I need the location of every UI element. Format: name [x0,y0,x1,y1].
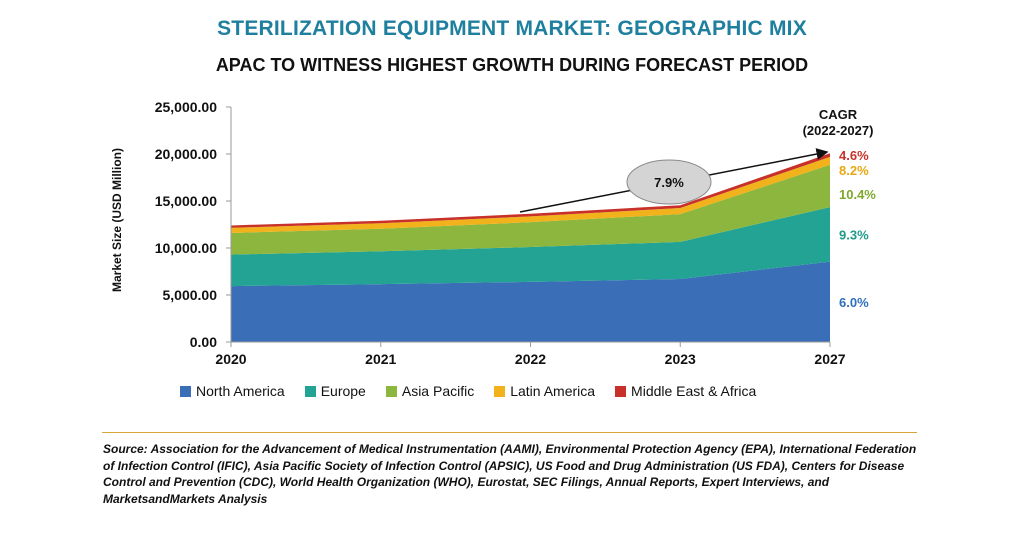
legend-label: Europe [320,383,366,399]
y-tick-label: 20,000.00 [155,146,217,162]
chart-legend: North America Europe Asia Pacific Latin Ame… [180,383,776,399]
y-axis-ticks: 0.00 5,000.00 10,000.00 15,000.00 20,000.00 2… [155,99,231,350]
plot-area [231,153,830,342]
cagr-bubble [626,159,712,205]
stacked-area-chart: 0.00 5,000.00 10,000.00 15,000.00 20,000.00 2… [110,99,876,367]
x-tick-label: 2027 [814,351,845,367]
y-tick-label: 10,000.00 [155,240,217,256]
legend-swatch [615,385,627,397]
legend-item: Latin America [494,383,595,399]
x-tick-label: 2022 [515,351,546,367]
legend-swatch [494,385,506,397]
legend-label: Asia Pacific [401,383,475,399]
y-axis-label: Market Size (USD Million) [110,148,124,292]
total-cagr-callout: 7.9% [519,148,829,213]
cagr-label-asia-pacific: 10.4% [839,187,876,202]
y-tick-label: 5,000.00 [163,287,218,303]
area-latin-america [231,156,830,233]
area-asia-pacific [231,164,830,255]
legend-item: Asia Pacific [385,383,475,399]
cagr-period: (2022-2027) [803,123,874,138]
cagr-label-europe: 9.3% [839,227,869,242]
divider-line [102,432,917,433]
legend-label: North America [196,383,285,399]
legend-label: Middle East & Africa [631,383,757,399]
legend-item: Europe [304,383,366,399]
legend-swatch [385,385,397,397]
legend-item: North America [180,383,285,399]
total-cagr-label: 7.9% [654,175,684,190]
legend-item: Middle East & Africa [615,383,756,399]
x-tick-label: 2023 [665,351,696,367]
source-note: Source: Association for the Advancement … [103,442,917,506]
legend-swatch [304,385,316,397]
y-tick-label: 0.00 [190,334,217,350]
cagr-label-middle-east-africa: 4.6% [839,148,869,163]
legend-label: Latin America [510,383,596,399]
area-europe [231,207,830,287]
cagr-labels: 6.0% 9.3% 10.4% 8.2%4.6% [839,148,876,310]
area-north-america [231,261,830,342]
chart-subtitle: APAC TO WITNESS HIGHEST GROWTH DURING FO… [215,55,809,75]
cagr-label-latin-america: 8.2% [839,163,869,178]
legend-swatch [180,385,191,397]
chart-title: STERILIZATION EQUIPMENT MARKET: GEOGRAPH… [217,17,807,40]
x-tick-label: 2021 [365,351,396,367]
x-axis-ticks: 2020 2021 2022 2023 2027 [215,342,846,367]
y-tick-label: 15,000.00 [155,193,217,209]
x-tick-label: 2020 [215,351,246,367]
y-tick-label: 25,000.00 [155,99,217,115]
cagr-label-north-america: 6.0% [839,295,869,310]
cagr-header: CAGR [819,107,858,122]
